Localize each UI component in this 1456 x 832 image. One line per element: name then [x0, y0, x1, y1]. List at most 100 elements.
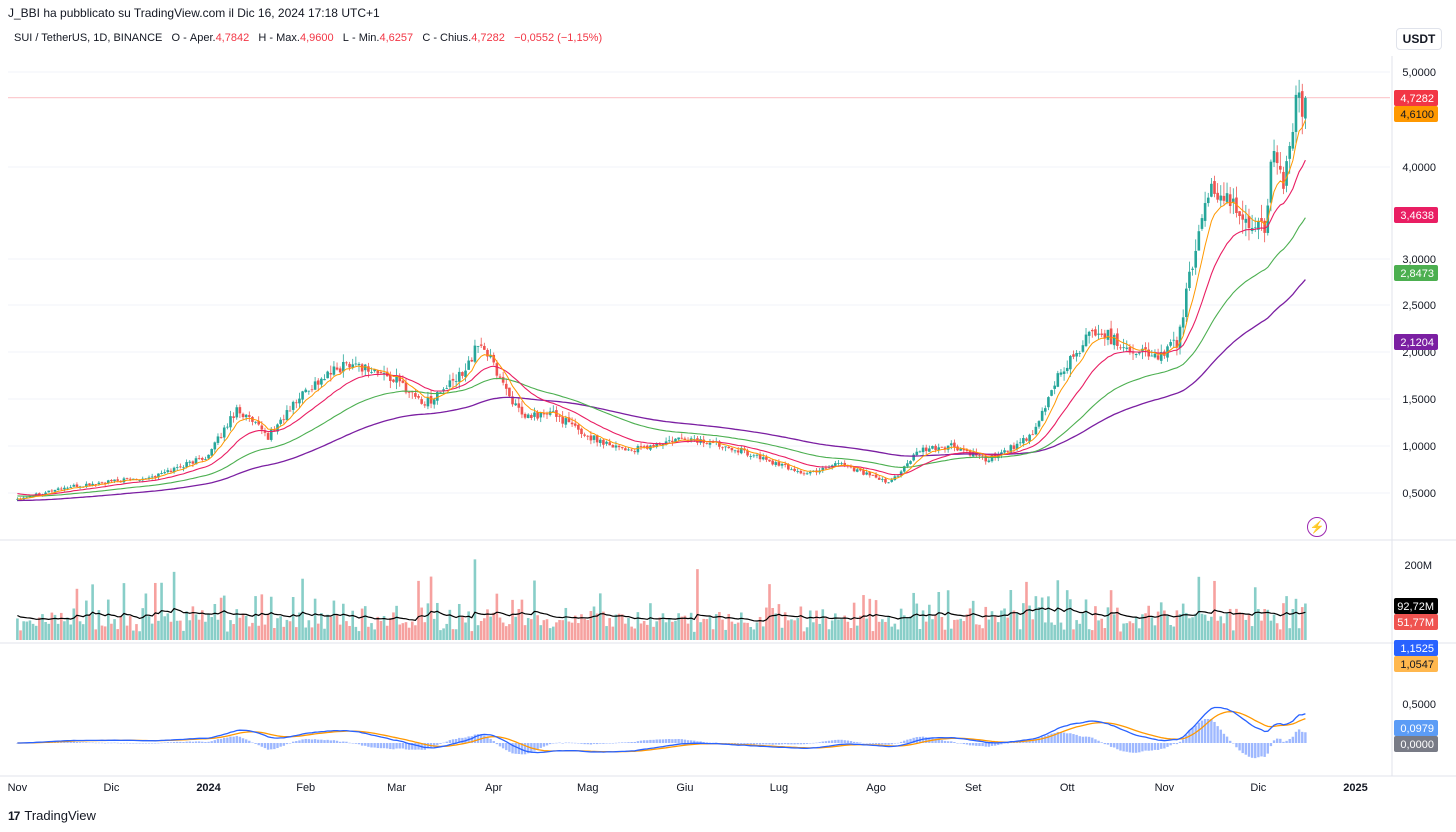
candle-body — [1188, 271, 1191, 289]
volume-bar — [53, 614, 57, 640]
volume-bar — [1172, 626, 1176, 640]
candle-body — [1028, 434, 1031, 442]
volume-bar — [457, 603, 461, 640]
symbol-label[interactable]: SUI / TetherUS, 1D, BINANCE — [14, 32, 163, 44]
candle-body — [291, 401, 295, 410]
macd-histogram-bar — [270, 743, 273, 750]
macd-histogram-bar — [812, 742, 815, 744]
macd-histogram-bar — [329, 740, 332, 743]
volume-bar — [291, 597, 295, 640]
candle-body — [1103, 333, 1107, 339]
macd-histogram-bar — [448, 740, 452, 743]
candle-body — [1228, 194, 1232, 207]
volume-bar — [1300, 607, 1304, 640]
macd-histogram-bar — [699, 741, 702, 743]
volume-bar — [711, 629, 715, 640]
macd-histogram-bar — [1081, 736, 1085, 743]
volume-bar — [862, 595, 865, 640]
volume-bar — [504, 626, 508, 640]
volume-bar — [1197, 576, 1201, 640]
volume-bar — [1131, 623, 1135, 640]
macd-histogram-bar — [646, 740, 649, 743]
volume-bar — [740, 612, 743, 640]
lightning-icon[interactable]: ⚡ — [1307, 517, 1327, 537]
volume-bar — [1034, 596, 1038, 640]
ema-100-tag-bg — [1394, 334, 1438, 350]
volume-bar — [229, 620, 232, 640]
volume-bar — [993, 615, 997, 640]
macd-histogram-bar — [254, 743, 257, 744]
macd-histogram-bar — [824, 741, 828, 743]
macd-histogram-bar — [1285, 740, 1288, 743]
volume-bar — [592, 606, 596, 640]
macd-signal-line — [17, 711, 1306, 753]
macd-histogram-bar — [909, 738, 912, 743]
close-value: 4,7282 — [471, 32, 505, 44]
volume-bar — [313, 598, 317, 640]
volume-bar — [88, 614, 91, 640]
macd-histogram-bar — [1044, 736, 1047, 743]
macd-histogram-bar — [238, 736, 242, 743]
candle-body — [94, 484, 98, 485]
candle-body — [116, 479, 119, 481]
volume-bar — [586, 619, 590, 640]
volume-bar — [1194, 613, 1198, 640]
macd-histogram-bar — [796, 743, 799, 745]
volume-bar — [542, 620, 546, 640]
volume-bar — [1137, 628, 1141, 640]
volume-bar — [113, 619, 116, 640]
candle-body — [1244, 218, 1248, 223]
candle-body — [802, 473, 806, 475]
candle-body — [874, 474, 878, 478]
low-value: 4,6257 — [379, 32, 414, 44]
candle-body — [530, 415, 533, 418]
volume-bar — [110, 623, 113, 640]
ema-fast-tag-bg — [1394, 106, 1438, 122]
volume-bar — [1090, 630, 1094, 640]
candle-body — [915, 451, 919, 456]
volume-bar — [949, 628, 953, 640]
volume-bar — [135, 624, 138, 640]
candle-body — [113, 479, 116, 482]
tradingview-logo[interactable]: 17 TradingView — [8, 808, 96, 823]
volume-bar — [1081, 613, 1085, 640]
high-text: Max. — [276, 32, 300, 44]
volume-bar — [304, 627, 308, 640]
volume-bar — [680, 616, 684, 640]
macd-histogram-bar — [752, 743, 756, 745]
currency-button[interactable]: USDT — [1396, 28, 1442, 50]
macd-histogram-bar — [937, 739, 940, 743]
macd-histogram-bar — [454, 738, 458, 743]
candle-body — [182, 467, 185, 469]
volume-bar — [1065, 590, 1069, 640]
volume-ma-tag: 92,72M — [1397, 601, 1434, 613]
candle-body — [407, 392, 411, 393]
volume-bar — [28, 620, 32, 640]
candle-body — [821, 467, 825, 471]
candle-body — [718, 441, 721, 447]
macd-histogram-bar — [514, 743, 517, 754]
candle-body — [899, 471, 903, 476]
volume-bar — [1031, 619, 1035, 640]
volume-bar — [66, 617, 69, 640]
macd-histogram-bar — [787, 743, 790, 745]
macd-histogram-bar — [1238, 743, 1241, 751]
candle-body — [727, 446, 731, 449]
candle-body — [865, 472, 868, 475]
volume-bar — [1134, 617, 1138, 640]
candle-body — [185, 462, 188, 468]
macd-histogram-bar — [154, 743, 157, 744]
volume-bar — [652, 626, 655, 640]
macd-histogram-bar — [501, 743, 505, 749]
macd-histogram-bar — [1138, 743, 1141, 753]
volume-bar — [714, 614, 718, 640]
volume-bar — [834, 613, 837, 640]
volume-bar — [928, 604, 931, 640]
macd-histogram-bar — [392, 743, 395, 750]
histogram-tag: 0,0979 — [1400, 723, 1434, 735]
candle-body — [843, 462, 847, 466]
volume-bar — [846, 621, 850, 640]
macd-histogram-bar — [436, 743, 439, 746]
volume-bar — [721, 619, 724, 640]
